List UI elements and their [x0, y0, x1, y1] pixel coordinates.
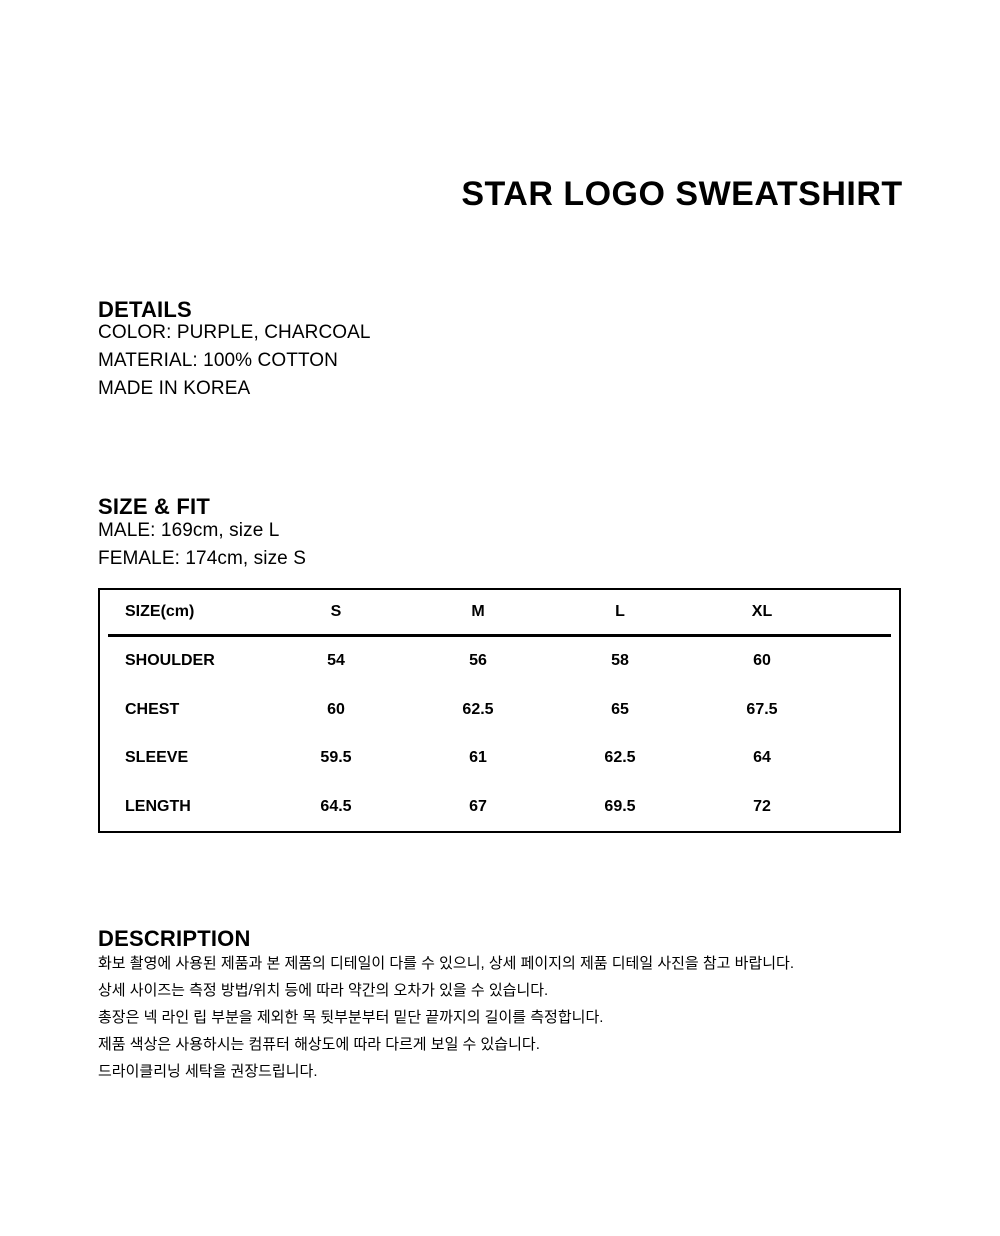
cell-value: 72 [753, 797, 771, 815]
size-fit-line-male: MALE: 169cm, size L [98, 520, 280, 541]
size-chart-box: SIZE(cm) S M L XL SHOULDER 54 56 58 60 [98, 588, 901, 833]
header-cell-xl: XL [691, 590, 833, 637]
cell-value: 67.5 [746, 700, 778, 718]
cell-value: 60 [753, 652, 771, 670]
row-label: SHOULDER [125, 652, 215, 670]
cell-value: 60 [327, 700, 345, 718]
description-line: 드라이클리닝 세탁을 권장드립니다. [98, 1063, 318, 1080]
header-cell-m: M [407, 590, 549, 637]
row-label: CHEST [125, 700, 180, 718]
detail-line-material: MATERIAL: 100% COTTON [98, 350, 339, 371]
header-cell-size: SIZE(cm) [108, 590, 265, 637]
size-fit-heading: SIZE & FIT [98, 494, 210, 520]
description-line: 화보 촬영에 사용된 제품과 본 제품의 디테일이 다를 수 있으니, 상세 페… [98, 955, 795, 972]
details-heading: DETAILS [98, 297, 192, 323]
cell-spacer [833, 782, 891, 831]
description-heading: DESCRIPTION [98, 926, 251, 952]
row-label: LENGTH [125, 797, 191, 815]
cell-spacer [833, 636, 891, 686]
product-title: STAR LOGO SWEATSHIRT [461, 174, 903, 213]
header-cell-l: L [549, 590, 691, 637]
size-chart-table: SIZE(cm) S M L XL SHOULDER 54 56 58 60 [108, 590, 891, 831]
cell-value: 64.5 [320, 797, 352, 815]
header-cell-spacer [833, 590, 891, 637]
cell-value: 64 [753, 749, 771, 767]
cell-spacer [833, 734, 891, 782]
detail-line-color: COLOR: PURPLE, CHARCOAL [98, 322, 371, 343]
table-row-sleeve: SLEEVE 59.5 61 62.5 64 [108, 734, 891, 782]
cell-value: 59.5 [320, 749, 352, 767]
description-line: 상세 사이즈는 측정 방법/위치 등에 따라 약간의 오차가 있을 수 있습니다… [98, 982, 549, 999]
cell-value: 65 [611, 700, 629, 718]
cell-value: 62.5 [604, 749, 636, 767]
size-fit-text: MALE: 169cm, size L FEMALE: 174cm, size … [98, 517, 306, 573]
size-fit-line-female: FEMALE: 174cm, size S [98, 548, 307, 569]
detail-line-origin: MADE IN KOREA [98, 378, 251, 399]
table-header-row: SIZE(cm) S M L XL [108, 590, 891, 637]
table-row-shoulder: SHOULDER 54 56 58 60 [108, 636, 891, 686]
cell-value: 69.5 [604, 797, 636, 815]
table-row-chest: CHEST 60 62.5 65 67.5 [108, 686, 891, 734]
cell-value: 58 [611, 652, 629, 670]
row-label: SLEEVE [125, 749, 189, 767]
details-text: COLOR: PURPLE, CHARCOAL MATERIAL: 100% C… [98, 319, 371, 403]
cell-value: 67 [469, 797, 487, 815]
cell-value: 62.5 [462, 700, 494, 718]
cell-spacer [833, 686, 891, 734]
cell-value: 61 [469, 749, 487, 767]
table-row-length: LENGTH 64.5 67 69.5 72 [108, 782, 891, 831]
cell-value: 54 [327, 652, 345, 670]
description-line: 제품 색상은 사용하시는 컴퓨터 해상도에 따라 다르게 보일 수 있습니다. [98, 1036, 540, 1053]
cell-value: 56 [469, 652, 487, 670]
description-text: 화보 촬영에 사용된 제품과 본 제품의 디테일이 다를 수 있으니, 상세 페… [98, 950, 794, 1085]
description-line: 총장은 넥 라인 립 부분을 제외한 목 뒷부분부터 밑단 끝까지의 길이를 측… [98, 1009, 604, 1026]
header-cell-s: S [265, 590, 407, 637]
